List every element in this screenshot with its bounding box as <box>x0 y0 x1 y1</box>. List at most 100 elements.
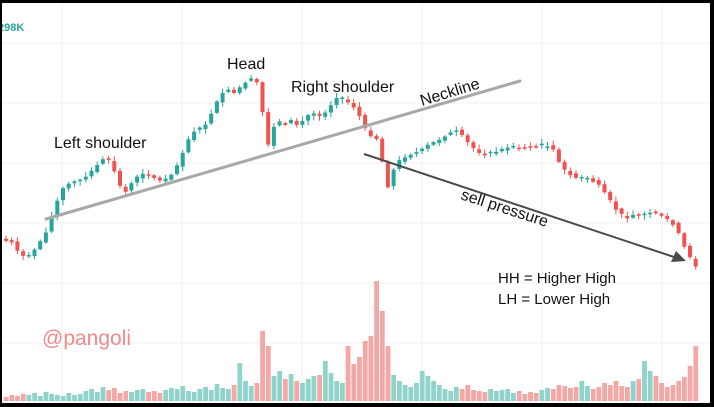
candle-body <box>72 181 77 184</box>
candle-body <box>26 254 31 257</box>
volume-bar <box>493 391 499 401</box>
candle-body <box>100 159 105 164</box>
candle-body <box>4 238 8 241</box>
volume-bar <box>123 391 129 401</box>
candle-body <box>197 127 202 130</box>
candle-body <box>534 146 539 148</box>
candle-body <box>653 211 658 214</box>
candle-body <box>636 214 641 216</box>
candle-body <box>180 152 185 167</box>
volume-bar <box>77 394 83 401</box>
candle-body <box>625 215 630 219</box>
volume-bar <box>528 392 533 401</box>
volume-bar <box>625 387 630 401</box>
candle-body <box>522 147 527 149</box>
candle-body <box>129 183 134 191</box>
volume-bar <box>573 387 579 401</box>
volume-bar <box>277 371 283 401</box>
volume-bar <box>345 346 351 401</box>
volume-bar <box>351 364 357 401</box>
volume-bar <box>613 381 619 401</box>
volume-bar <box>9 395 15 401</box>
candle-body <box>203 124 208 130</box>
volume-bar <box>106 390 112 401</box>
volume-bar <box>334 381 340 401</box>
volume-bar <box>20 394 26 401</box>
candle-body <box>585 177 590 180</box>
candle-body <box>688 245 692 258</box>
candle-body <box>454 130 459 132</box>
volume-bar <box>305 379 311 401</box>
candle-body <box>619 208 624 214</box>
volume-bar <box>203 387 208 401</box>
candle-body <box>328 105 333 113</box>
candle-body <box>146 174 151 176</box>
neckline-line <box>44 79 522 221</box>
candle-body <box>477 149 482 153</box>
candle-body <box>249 78 254 81</box>
candle-body <box>488 151 493 154</box>
candle-body <box>78 179 83 182</box>
candle-body <box>300 120 305 125</box>
volume-bar <box>180 386 186 401</box>
candle-body <box>608 192 613 201</box>
legend-higher-high: HH = Higher High <box>498 270 616 287</box>
volume-bar <box>112 388 117 401</box>
volume-bar <box>562 386 568 401</box>
candle-body <box>471 142 476 149</box>
volume-bar <box>687 366 693 401</box>
candle-body <box>123 186 128 192</box>
volume-bar <box>237 363 243 401</box>
volume-bar <box>607 385 613 401</box>
price-axis-label: 298K <box>2 22 24 34</box>
volume-bar <box>294 381 300 401</box>
watermark-text: @pangoli <box>42 327 131 350</box>
volume-bar <box>288 374 294 401</box>
volume-bar <box>619 386 625 401</box>
volume-bar <box>322 361 328 401</box>
volume-bar <box>539 390 545 401</box>
candle-body <box>499 148 504 152</box>
candle-body <box>226 89 231 92</box>
candle-body <box>414 152 419 154</box>
candlesticks <box>4 74 698 270</box>
candle-body <box>397 160 402 169</box>
candle-body <box>38 241 43 250</box>
volume-bar <box>511 393 516 401</box>
volume-bar <box>94 392 100 401</box>
volume-bar <box>585 386 590 401</box>
candle-body <box>271 126 276 146</box>
volume-bar <box>682 377 687 401</box>
legend-lower-high: LH = Lower High <box>498 291 610 308</box>
candle-body <box>152 175 157 179</box>
volume-bar <box>140 389 146 401</box>
volume-bar <box>357 357 362 401</box>
volume-bar <box>391 375 397 401</box>
candle-body <box>448 132 453 135</box>
candle-body <box>528 146 533 148</box>
chart-frame: 298K Left shoulder Head Right shoulder N… <box>2 3 710 403</box>
volume-bar <box>317 375 322 401</box>
candle-body <box>602 184 607 193</box>
candle-body <box>591 178 596 182</box>
volume-bar <box>340 383 345 401</box>
sell-pressure-label: sell pressure <box>459 187 551 231</box>
candle-body <box>66 183 71 189</box>
volume-bar <box>208 390 214 401</box>
volume-bar <box>169 388 174 401</box>
candle-body <box>579 177 584 179</box>
volume-bar <box>220 388 226 401</box>
candle-body <box>334 98 339 106</box>
volume-bar <box>117 393 123 401</box>
left-shoulder-label: Left shoulder <box>54 135 147 152</box>
candle-body <box>574 173 578 178</box>
candle-body <box>539 143 544 146</box>
candle-body <box>363 114 368 129</box>
volume-bar <box>26 395 32 401</box>
candle-body <box>15 241 20 251</box>
candle-body <box>112 161 117 172</box>
volume-bar <box>436 385 442 401</box>
volume-bar <box>66 393 72 401</box>
volume-bar <box>15 396 20 401</box>
candle-body <box>157 177 162 181</box>
